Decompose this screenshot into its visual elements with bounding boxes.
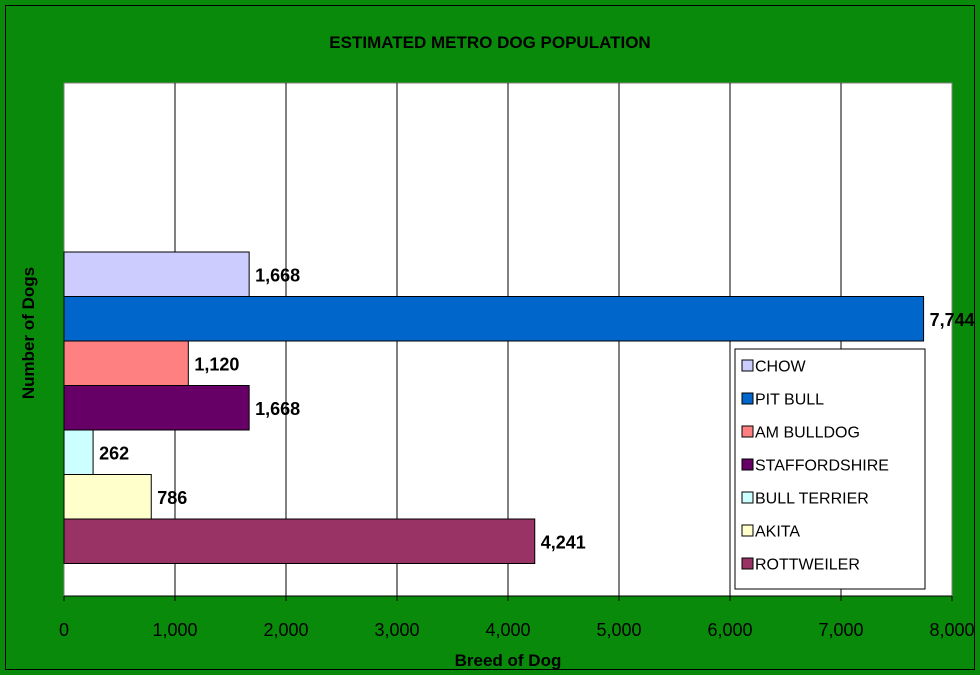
legend-swatch [741, 557, 754, 570]
bar-chow [63, 251, 250, 297]
data-label: 1,668 [255, 399, 300, 419]
bar-staffordshire [63, 385, 250, 431]
chart-title: ESTIMATED METRO DOG POPULATION [329, 33, 650, 52]
data-label: 262 [99, 443, 129, 463]
x-tick-label: 5,000 [596, 620, 641, 640]
legend-swatch [741, 524, 754, 537]
bar-rottweiler [63, 518, 536, 564]
data-label: 7,744 [930, 310, 975, 330]
bar-akita [63, 474, 152, 520]
legend-swatch [741, 359, 754, 372]
y-axis-title: Number of Dogs [19, 267, 38, 399]
legend-box [734, 348, 926, 590]
x-tick-label: 4,000 [485, 620, 530, 640]
x-tick-label: 0 [59, 620, 69, 640]
x-tick-label: 3,000 [374, 620, 419, 640]
data-label: 786 [157, 488, 187, 508]
legend-swatch [741, 425, 754, 438]
x-tick-label: 2,000 [263, 620, 308, 640]
legend-swatch [741, 458, 754, 471]
legend: CHOW PIT BULL AM BULLDOG STAFFORDSHIRE BULL … [734, 348, 926, 590]
bars: 1,668 7,744 1,120 1,668 262 786 4,241 [63, 251, 975, 564]
legend-label: ROTTWEILER [755, 557, 860, 574]
data-label: 4,241 [541, 532, 586, 552]
legend-label: BULL TERRIER [755, 491, 869, 508]
legend-label: STAFFORDSHIRE [755, 458, 889, 475]
chart-frame-border [5, 5, 975, 670]
x-tick-label: 8,000 [929, 620, 974, 640]
legend-label: CHOW [755, 359, 807, 376]
legend-swatch [741, 491, 754, 504]
legend-label: AKITA [755, 524, 800, 541]
x-tick-label: 1,000 [152, 620, 197, 640]
legend-label: PIT BULL [755, 392, 824, 409]
x-axis-title: Breed of Dog [455, 651, 562, 670]
x-axis-ticks: 0 1,000 2,000 3,000 4,000 5,000 6,000 7,000 8,00… [59, 595, 975, 640]
bar-bull-terrier [63, 429, 94, 475]
data-label: 1,120 [194, 354, 239, 374]
legend-label: AM BULLDOG [755, 425, 860, 442]
x-tick-label: 7,000 [818, 620, 863, 640]
bar-am-bulldog [63, 340, 189, 386]
legend-swatch [741, 392, 754, 405]
data-label: 1,668 [255, 265, 300, 285]
x-tick-label: 6,000 [707, 620, 752, 640]
bar-pit-bull [63, 296, 925, 342]
